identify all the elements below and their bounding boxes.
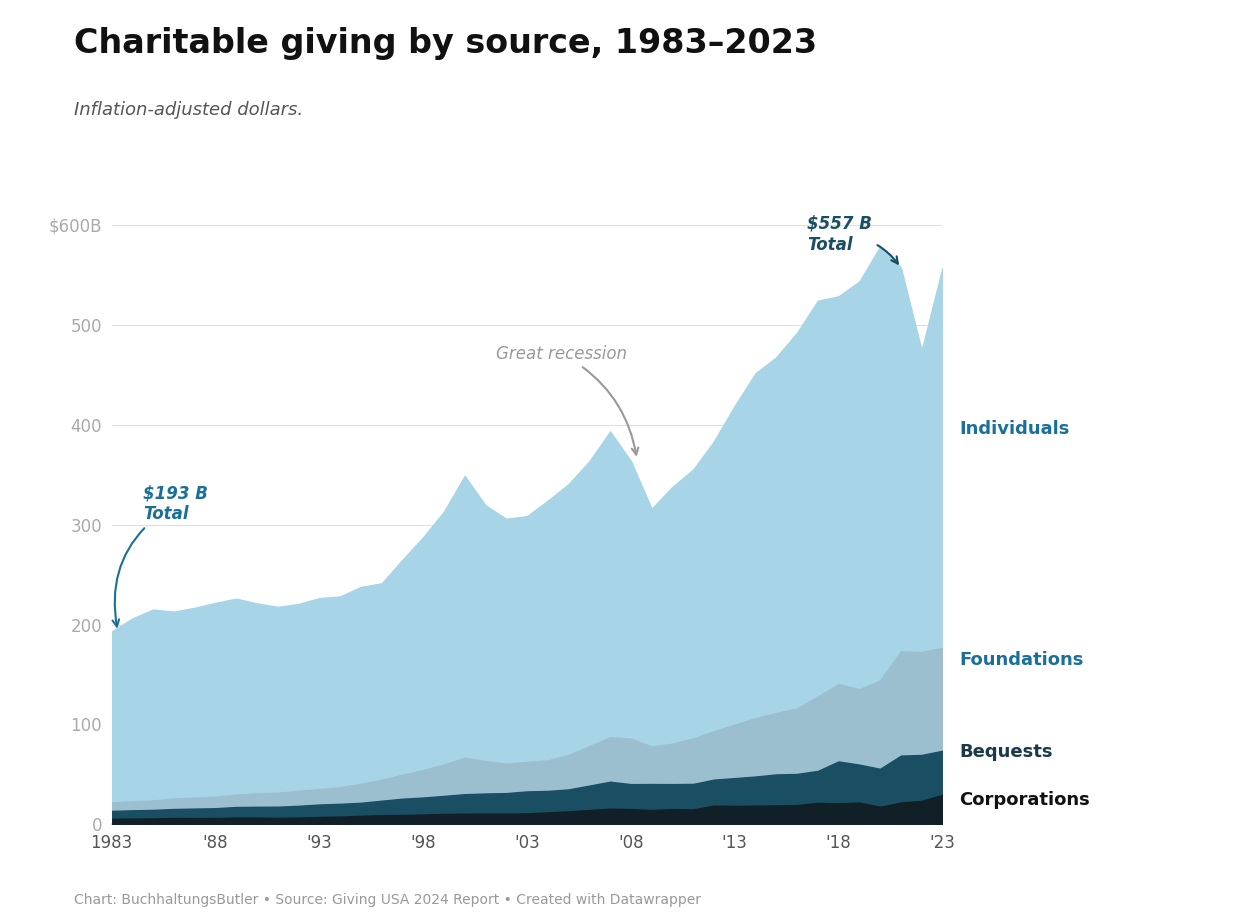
Text: Chart: BuchhaltungsButler • Source: Giving USA 2024 Report • Created with Datawr: Chart: BuchhaltungsButler • Source: Givi… — [74, 893, 702, 907]
Text: Corporations: Corporations — [959, 791, 1090, 809]
Text: Individuals: Individuals — [959, 420, 1069, 438]
Text: Foundations: Foundations — [959, 650, 1084, 669]
Text: Inflation-adjusted dollars.: Inflation-adjusted dollars. — [74, 101, 304, 119]
Text: Charitable giving by source, 1983–2023: Charitable giving by source, 1983–2023 — [74, 27, 817, 60]
Text: $557 B
Total: $557 B Total — [807, 215, 898, 264]
Text: Great recession: Great recession — [496, 344, 639, 454]
Text: $193 B
Total: $193 B Total — [113, 485, 207, 627]
Text: Bequests: Bequests — [959, 743, 1053, 761]
